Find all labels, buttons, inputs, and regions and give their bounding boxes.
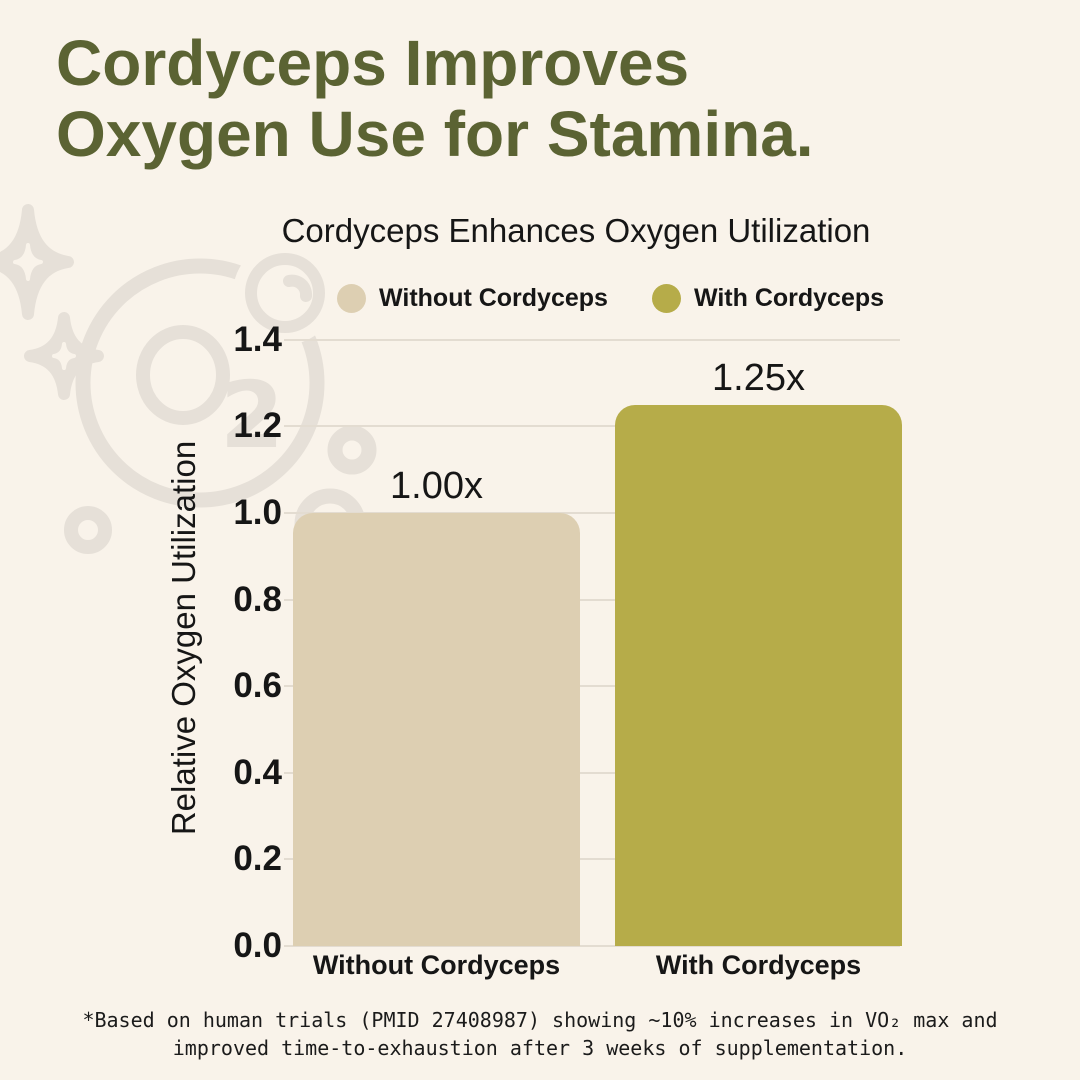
y-tick-label: 1.0 xyxy=(233,493,282,532)
gridline xyxy=(284,425,900,428)
page-title-line2: Oxygen Use for Stamina. xyxy=(56,98,814,170)
gridline xyxy=(284,771,900,774)
gridline xyxy=(284,685,900,688)
sparkle-small-hole xyxy=(54,344,74,368)
legend-dot-with-cordyceps xyxy=(651,284,681,313)
bar-with-cordyceps xyxy=(615,404,902,946)
y-axis-title: Relative Oxygen Utilization xyxy=(165,440,202,836)
gridline xyxy=(284,338,900,341)
sparkle-large-hole xyxy=(15,245,41,279)
page-title-line1: Cordyceps Improves xyxy=(56,27,690,99)
gridline xyxy=(284,945,900,947)
y-tick-label: 0.0 xyxy=(233,926,282,965)
watermark-bubble-bean xyxy=(283,274,313,302)
legend-label: With Cordyceps xyxy=(693,284,885,312)
footnote: *Based on human trials (PMID 27408987) s… xyxy=(0,1006,1080,1062)
gridline xyxy=(284,512,900,514)
chart-title: Cordyceps Enhances Oxygen Utilization xyxy=(281,212,871,249)
bar-without-cordyceps xyxy=(293,513,580,946)
y-tick-label: 0.6 xyxy=(233,666,282,706)
legend-item-without-cordyceps: Without Cordyceps xyxy=(337,284,608,313)
footnote-line2: improved time-to-exhaustion after 3 week… xyxy=(172,1036,908,1060)
x-axis-category-label: With Cordyceps xyxy=(655,950,862,980)
watermark-small-ring-left xyxy=(64,506,112,554)
page-title: Cordyceps Improves Oxygen Use for Stamin… xyxy=(56,28,814,170)
legend-label: Without Cordyceps xyxy=(379,284,608,312)
bar-value-label: 1.25x xyxy=(712,356,805,399)
watermark-small-ring-right xyxy=(327,425,377,475)
watermark-letter-o xyxy=(136,325,230,425)
y-tick-label: 1.2 xyxy=(233,406,282,446)
legend-dot-without-cordyceps xyxy=(337,284,366,313)
y-tick-label: 0.8 xyxy=(233,579,282,619)
watermark-big-ring xyxy=(75,258,325,508)
x-axis-category-label: Without Cordyceps xyxy=(312,950,561,980)
chart-legend: Without Cordyceps With Cordyceps xyxy=(337,284,884,313)
watermark-subscript-2: 2 xyxy=(220,362,284,469)
watermark-bubble-ring xyxy=(245,253,325,333)
footnote-line1: *Based on human trials (PMID 27408987) s… xyxy=(82,1008,998,1032)
bar-value-label: 1.00x xyxy=(390,465,483,507)
gridline xyxy=(284,858,900,861)
legend-item-with-cordyceps: With Cordyceps xyxy=(651,284,885,313)
y-tick-label: 0.2 xyxy=(233,839,282,879)
y-tick-label: 0.4 xyxy=(233,752,282,792)
y-tick-label: 1.4 xyxy=(233,319,282,359)
gridline xyxy=(284,598,900,601)
